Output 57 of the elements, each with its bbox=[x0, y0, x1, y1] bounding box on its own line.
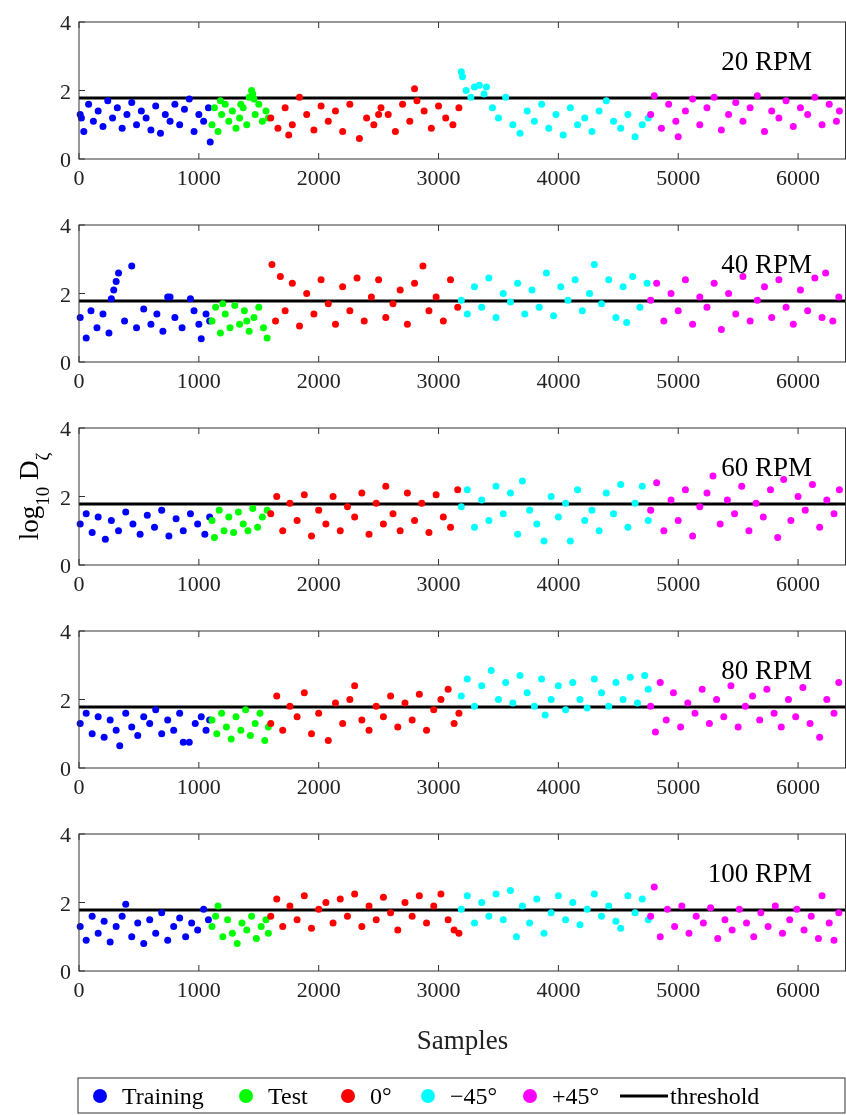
legend-label: 0° bbox=[370, 1083, 392, 1109]
y-tick-label: 4 bbox=[60, 416, 71, 441]
x-tick-label: 5000 bbox=[656, 165, 701, 190]
legend-label: Training bbox=[122, 1083, 204, 1109]
y-tick-label: 4 bbox=[60, 213, 71, 238]
y-tick-label: 0 bbox=[60, 553, 71, 578]
y-tick-label: 4 bbox=[60, 822, 71, 847]
x-tick-label: 6000 bbox=[776, 571, 821, 596]
x-tick-label: 4000 bbox=[536, 368, 581, 393]
x-tick-label: 5000 bbox=[656, 774, 701, 799]
x-tick-label: 2000 bbox=[296, 165, 341, 190]
x-tick-label: 5000 bbox=[656, 571, 701, 596]
y-tick-label: 4 bbox=[60, 619, 71, 644]
y-tick-label: 2 bbox=[60, 687, 71, 713]
x-tick-label: 3000 bbox=[416, 774, 461, 799]
y-tick-label: 2 bbox=[60, 484, 71, 510]
x-tick-label: 4000 bbox=[536, 571, 581, 596]
y-tick-label: 0 bbox=[60, 350, 71, 375]
x-tick-label: 3000 bbox=[416, 977, 461, 1002]
y-tick-label: 2 bbox=[60, 281, 71, 307]
x-tick-label: 3000 bbox=[416, 165, 461, 190]
y-tick-label: 0 bbox=[60, 756, 71, 781]
x-tick-label: 6000 bbox=[776, 977, 821, 1002]
y-tick-label: 2 bbox=[60, 78, 71, 104]
x-tick-label: 1000 bbox=[176, 774, 221, 799]
legend-label: +45° bbox=[552, 1083, 600, 1109]
annotation: 60 RPM bbox=[721, 452, 812, 482]
annotation: 100 RPM bbox=[707, 858, 812, 888]
x-tick-label: 2000 bbox=[296, 774, 341, 799]
x-tick-label: 5000 bbox=[656, 368, 701, 393]
x-tick-label: 6000 bbox=[776, 368, 821, 393]
annotation: 20 RPM bbox=[721, 46, 812, 76]
x-tick-label: 4000 bbox=[536, 977, 581, 1002]
x-tick-label: 6000 bbox=[776, 774, 821, 799]
y-tick-label: 0 bbox=[60, 959, 71, 984]
x-tick-label: 1000 bbox=[176, 977, 221, 1002]
x-tick-label: 3000 bbox=[416, 571, 461, 596]
x-tick-label: 2000 bbox=[296, 368, 341, 393]
y-tick-label: 0 bbox=[60, 147, 71, 172]
x-tick-label: 6000 bbox=[776, 165, 821, 190]
x-tick-label: 4000 bbox=[536, 165, 581, 190]
x-axis-title: Samples bbox=[416, 1025, 509, 1055]
x-tick-label: 3000 bbox=[416, 368, 461, 393]
x-tick-label: 1000 bbox=[176, 165, 221, 190]
legend-label: −45° bbox=[450, 1083, 498, 1109]
x-tick-label: 2000 bbox=[296, 977, 341, 1002]
annotation: 40 RPM bbox=[721, 249, 812, 279]
x-tick-label: 1000 bbox=[176, 368, 221, 393]
legend-label: Test bbox=[268, 1083, 308, 1109]
annotation: 80 RPM bbox=[721, 655, 812, 685]
y-tick-label: 2 bbox=[60, 890, 71, 916]
x-tick-label: 1000 bbox=[176, 571, 221, 596]
x-tick-label: 5000 bbox=[656, 977, 701, 1002]
y-tick-label: 4 bbox=[60, 10, 71, 35]
x-tick-label: 2000 bbox=[296, 571, 341, 596]
legend-label: threshold bbox=[670, 1083, 760, 1109]
x-tick-label: 4000 bbox=[536, 774, 581, 799]
